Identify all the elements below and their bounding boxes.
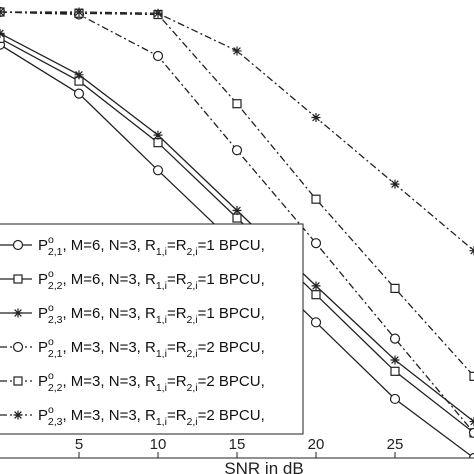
- series-2-point-4: [232, 213, 242, 223]
- legend-marker-2: [13, 274, 23, 284]
- series-6-point-2: [74, 7, 84, 17]
- series-4-point-3: [152, 50, 164, 62]
- series-5-point-7: [469, 371, 474, 381]
- series-6-point-3: [153, 8, 163, 18]
- x-tick-label-3: 15: [229, 436, 246, 453]
- legend-marker-4: [12, 341, 24, 353]
- legend-marker-5: [13, 376, 23, 386]
- legend-item-4: Po 2,1, M=3, N=3, R1,i=R2,i=2 BPCU,: [0, 336, 265, 360]
- legend-label-4: Po 2,1, M=3, N=3, R1,i=R2,i=2 BPCU,: [38, 336, 265, 360]
- legend-label-5: Po 2,2, M=3, N=3, R1,i=R2,i=2 BPCU,: [38, 370, 265, 394]
- legend-item-1: Po 2,1, M=6, N=3, R1,i=R2,i=1 BPCU,: [0, 234, 265, 258]
- series-1-point-3: [152, 165, 164, 176]
- series-5-point-6: [390, 283, 400, 293]
- series-2-point-3: [153, 138, 163, 148]
- series-1-point-2: [73, 88, 85, 99]
- legend-item-6: Po 2,3, M=3, N=3, R1,i=R2,i=2 BPCU,: [0, 404, 265, 428]
- series-3-point-4: [232, 206, 242, 216]
- series-3-point-2: [74, 70, 84, 80]
- series-4-point-5: [310, 238, 322, 249]
- series-6-point-4: [232, 46, 242, 56]
- legend-item-5: Po 2,2, M=3, N=3, R1,i=R2,i=2 BPCU,: [0, 370, 265, 394]
- series-6: [0, 7, 474, 256]
- legend-label-3: Po 2,3, M=6, N=3, R1,i=R2,i=1 BPCU,: [38, 302, 265, 326]
- series-6-point-6: [390, 179, 400, 189]
- series-layer: [0, 6, 474, 458]
- series-4-point-7: [468, 427, 474, 438]
- legend-label-2: Po 2,2, M=6, N=3, R1,i=R2,i=1 BPCU,: [38, 268, 265, 292]
- legend-marker-3: [13, 308, 23, 318]
- series-2-point-1: [0, 33, 5, 43]
- series-2-point-6: [390, 366, 400, 376]
- x-tick-layer: 5 10 15 20 25: [75, 436, 404, 458]
- x-tick-label-5: 25: [387, 436, 404, 453]
- series-5-point-5: [311, 194, 321, 204]
- legend: Po 2,1, M=6, N=3, R1,i=R2,i=1 BPCU, Po 2,2,…: [0, 223, 304, 435]
- legend-label-1: Po 2,1, M=6, N=3, R1,i=R2,i=1 BPCU,: [38, 234, 265, 258]
- series-1-point-5: [310, 317, 322, 328]
- legend-marker-1: [12, 239, 24, 251]
- series-2-point-5: [311, 290, 321, 300]
- series-4-point-4: [231, 145, 243, 156]
- x-axis-title: SNR in dB: [224, 459, 303, 474]
- series-6-point-5: [311, 113, 321, 123]
- x-tick-label-2: 10: [150, 436, 167, 453]
- legend-item-3: Po 2,3, M=6, N=3, R1,i=R2,i=1 BPCU,: [0, 302, 265, 326]
- series-3-point-6: [390, 355, 400, 365]
- series-4-point-6: [389, 333, 401, 344]
- series-5-point-4: [232, 99, 242, 109]
- legend-label-6: Po 2,3, M=3, N=3, R1,i=R2,i=2 BPCU,: [38, 404, 265, 428]
- series-1-point-7: [468, 452, 474, 458]
- series-1-point-6: [389, 393, 401, 405]
- legend-marker-6: [13, 410, 23, 420]
- series-3-point-3: [153, 130, 163, 140]
- x-tick-label-4: 20: [308, 436, 325, 453]
- x-tick-label-1: 5: [75, 436, 83, 453]
- legend-box: [0, 223, 304, 435]
- series-3: [0, 28, 474, 427]
- series-3-point-5: [311, 281, 321, 291]
- legend-item-2: Po 2,2, M=6, N=3, R1,i=R2,i=1 BPCU,: [0, 268, 265, 292]
